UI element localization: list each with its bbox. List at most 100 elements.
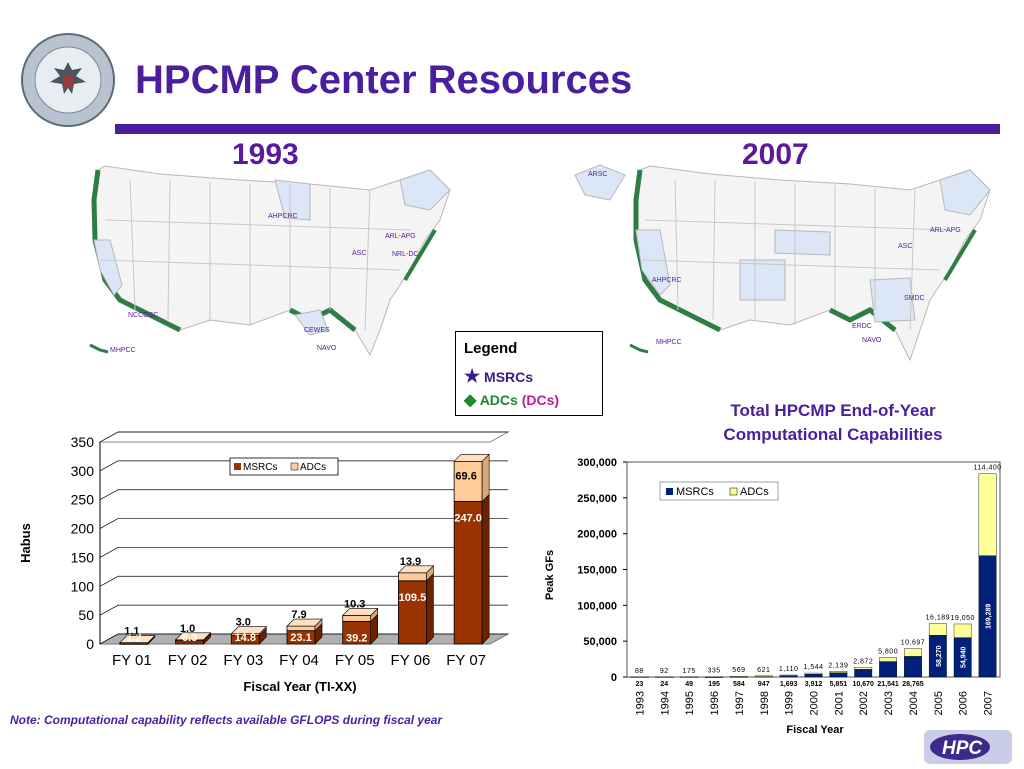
bar-adc — [754, 675, 773, 677]
y-tick-label: 0 — [86, 636, 94, 652]
legend-title: Legend — [464, 340, 518, 357]
legend-swatch-msrc — [666, 488, 673, 495]
data-label-adc: 13.9 — [400, 556, 421, 568]
data-label-adc: 1.1 — [124, 626, 139, 638]
bar-adc — [953, 623, 972, 638]
site-label-navo-2007: NAVO — [862, 337, 882, 344]
x-tick-label: 1996 — [709, 691, 721, 715]
chart-legend: MSRCs ADCs — [229, 457, 339, 476]
bar-top — [341, 608, 379, 616]
y-tick-label: 150,000 — [577, 565, 617, 577]
bar-top — [453, 453, 490, 462]
data-label-msrc: 1.2 — [126, 632, 141, 644]
data-label-msrc: 3,912 — [805, 681, 823, 688]
us-map-2007: ARSC ARL-APG ASC AHPCRC SMDC ERDC NAVO M… — [574, 164, 991, 362]
legend-msrc-label: MSRCs — [484, 369, 534, 385]
data-label-msrc: 947 — [758, 681, 770, 688]
legend-dc-label: (DCs) — [521, 392, 560, 408]
data-label-adc: 88 — [635, 668, 644, 675]
site-label-mhpcc: MHPCC — [110, 347, 136, 354]
map-year-right: 2007 — [742, 138, 809, 171]
site-label-ahpcrc-2007: AHPCRC — [652, 277, 682, 284]
data-label-adc: 10.3 — [344, 598, 365, 610]
bar-adc — [342, 615, 372, 622]
data-label-adc: 10,697 — [901, 640, 925, 647]
y-tick-label: 150 — [71, 549, 95, 565]
grid-diag — [99, 575, 119, 587]
us-map-1993: AHPCRC ARL-APG ASC NRL-DC NCCOSC CEWES N… — [89, 165, 451, 357]
x-tick-label: 2005 — [933, 691, 945, 715]
data-label-msrc: 5,851 — [830, 681, 848, 688]
right-chart-title-line2: Computational Capabilities — [723, 425, 943, 444]
data-label-msrc: 23 — [636, 681, 644, 688]
y-tick-label: 250 — [71, 492, 95, 508]
data-label-msrc: 109.5 — [399, 592, 427, 604]
x-axis-title: Fiscal Year (TI-XX) — [243, 679, 356, 694]
hpc-logo: HPC — [924, 730, 1012, 764]
legend-label-adc: ADCs — [300, 462, 326, 473]
x-tick-label: 2007 — [983, 691, 995, 715]
bar-msrc — [854, 669, 873, 678]
data-label-msrc: 1,693 — [780, 681, 798, 688]
grid-diag — [99, 431, 119, 443]
bar-msrc — [879, 661, 898, 678]
data-label-msrc: 39.2 — [346, 632, 367, 644]
bar-adc — [854, 667, 873, 670]
title-underline — [115, 124, 1000, 134]
data-label-adc: 621 — [757, 667, 770, 674]
data-label-adc: 16,189 — [926, 615, 950, 622]
data-label-adc: 2,139 — [828, 662, 848, 669]
y-tick-label: 250,000 — [577, 493, 617, 505]
peak-gflops-chart: 0 50,000 100,000 150,000 200,000 250,000 300,0… — [544, 457, 1001, 736]
legend-swatch-adc — [729, 487, 738, 496]
data-label-msrc: 6.3 — [182, 632, 197, 644]
grid-diag — [99, 633, 119, 645]
bar-adc — [398, 572, 427, 582]
x-tick-label: 2006 — [958, 691, 970, 715]
x-tick-label: FY 05 — [335, 652, 375, 669]
bar-top — [397, 565, 435, 574]
bar-adc — [804, 672, 823, 675]
star-icon: ★ — [464, 366, 481, 386]
data-label-adc: 175 — [683, 668, 696, 675]
x-tick-label: 2000 — [809, 691, 821, 715]
data-label-msrc: 28,765 — [902, 681, 924, 688]
bar-top — [119, 635, 156, 643]
data-label-msrc: 584 — [733, 681, 745, 688]
page-title: HPCMP Center Resources — [135, 58, 633, 102]
x-tick-label: FY 06 — [391, 652, 431, 669]
x-tick-label: 2001 — [833, 691, 845, 715]
data-label-adc: 1,544 — [803, 664, 823, 671]
x-tick-label: FY 07 — [446, 652, 486, 669]
grid-diag — [99, 489, 119, 501]
site-label-ahpcrc: AHPCRC — [268, 213, 298, 220]
bar-adc — [779, 674, 798, 676]
bar-top — [286, 618, 323, 627]
bar-top — [230, 626, 268, 635]
y-tick-label: 0 — [611, 672, 617, 684]
data-label-adc: 3.0 — [236, 617, 251, 629]
site-label-erdc: ERDC — [852, 323, 872, 330]
map-year-left: 1993 — [232, 138, 299, 171]
data-label-msrc: 21,541 — [877, 681, 899, 688]
data-label-msrc: 23.1 — [290, 632, 311, 644]
legend-frame — [229, 457, 339, 476]
data-label-adc: 7.9 — [291, 609, 306, 621]
y-tick-label: 50 — [78, 607, 94, 623]
site-label-arl-apg: ARL-APG — [385, 233, 416, 240]
y-tick-label: 100 — [71, 578, 95, 594]
legend-label-msrc: MSRCs — [676, 486, 714, 498]
habus-chart: 0 50 100 150 200 250 300 350 Habus Fiscal Year (T… — [18, 431, 510, 694]
x-tick-label: FY 01 — [112, 652, 152, 669]
right-chart-title: Total HPCMP End-of-Year Computational Ca… — [668, 399, 998, 447]
data-label-adc: 2,872 — [853, 658, 873, 665]
data-label-msrc: 14.8 — [235, 632, 256, 644]
x-tick-label: 1995 — [684, 691, 696, 715]
data-label-adc: 19,050 — [950, 615, 974, 622]
x-tick-label: 1997 — [734, 691, 746, 715]
bar-msrc-side — [481, 493, 490, 645]
bar-adc — [829, 671, 848, 674]
bar-msrc — [398, 580, 427, 645]
bar-adc — [630, 676, 649, 678]
data-label-msrc: 10,670 — [853, 681, 875, 688]
